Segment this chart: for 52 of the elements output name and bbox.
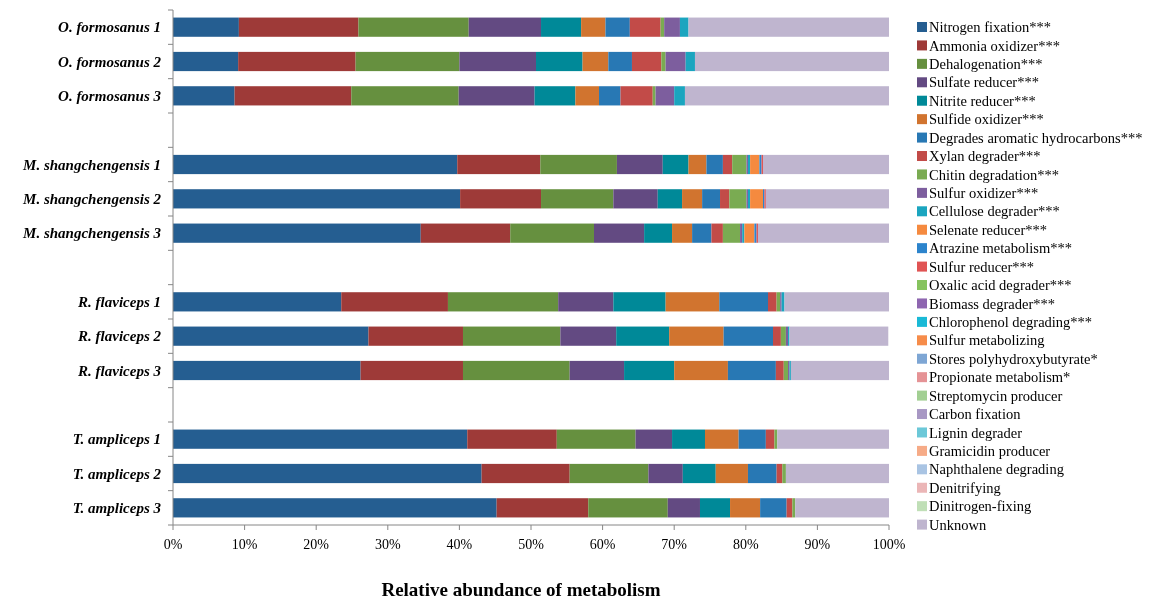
legend-label: Ammonia oxidizer***: [929, 37, 1060, 54]
legend-label: Streptomycin producer: [929, 387, 1063, 404]
legend-label: Cellulose degrader***: [929, 203, 1060, 220]
legend-label: Sulfate reducer***: [929, 74, 1039, 91]
legend-label: Denitrifying: [929, 479, 1001, 496]
x-tick-label: 100%: [872, 537, 906, 552]
x-tick-label: 40%: [446, 537, 473, 552]
legend-label: Atrazine metabolism***: [929, 240, 1072, 257]
legend-label: Degrades aromatic hydrocarbons***: [929, 129, 1143, 146]
legend-label: Chitin degradation***: [929, 166, 1060, 183]
y-tick-label: T. ampliceps 3: [72, 500, 162, 517]
y-tick-label: R. flaviceps 3: [77, 362, 162, 379]
legend-label: Selenate reducer***: [929, 221, 1047, 238]
y-tick-label: M. shangchengensis 2: [22, 191, 162, 208]
x-tick-label: 50%: [518, 537, 545, 552]
x-tick-label: 90%: [804, 537, 831, 552]
legend-label: Dinitrogen-fixing: [929, 498, 1032, 515]
legend-label: Nitrogen fixation***: [929, 19, 1052, 36]
legend-label: Biomass degrader***: [929, 295, 1056, 312]
legend-label: Nitrite reducer***: [929, 92, 1036, 109]
y-tick-label: R. flaviceps 1: [77, 294, 161, 311]
legend-label: Sulfur oxidizer***: [929, 184, 1039, 201]
x-tick-label: 60%: [589, 537, 616, 552]
x-tick-label: 0%: [163, 537, 183, 552]
legend-label: Sulfur metabolizing: [929, 332, 1045, 349]
legend-label: Propionate metabolism*: [929, 369, 1071, 386]
legend-label: Unknown: [929, 516, 987, 533]
y-tick-label: M. shangchengensis 3: [22, 225, 162, 242]
legend-label: Dehalogenation***: [929, 55, 1043, 72]
legend-label: Sulfide oxidizer***: [929, 111, 1044, 128]
legend-label: Sulfur reducer***: [929, 258, 1035, 275]
y-tick-label: T. ampliceps 2: [72, 465, 162, 482]
y-tick-label: O. formosanus 1: [58, 19, 161, 36]
legend-label: Chlorophenol degrading***: [929, 313, 1093, 330]
y-tick-label: R. flaviceps 2: [77, 328, 162, 345]
x-tick-label: 70%: [661, 537, 688, 552]
y-tick-label: M. shangchengensis 1: [22, 156, 161, 173]
y-tick-label: O. formosanus 3: [58, 88, 162, 105]
legend-label: Lignin degrader: [929, 424, 1023, 441]
x-tick-label: 80%: [732, 537, 759, 552]
x-axis-title: Relative abundance of metabolism: [381, 579, 661, 600]
legend-label: Gramicidin producer: [929, 442, 1051, 459]
x-tick-label: 20%: [303, 537, 330, 552]
y-tick-label: T. ampliceps 1: [72, 431, 161, 448]
legend-label: Naphthalene degrading: [929, 461, 1064, 478]
legend-label: Stores polyhydroxybutyrate*: [929, 350, 1098, 367]
x-tick-label: 30%: [374, 537, 401, 552]
legend-label: Carbon fixation: [929, 406, 1022, 423]
x-tick-label: 10%: [231, 537, 258, 552]
legend-label: Xylan degrader***: [929, 148, 1041, 165]
y-tick-label: O. formosanus 2: [58, 53, 162, 70]
legend-label: Oxalic acid degrader***: [929, 277, 1072, 294]
